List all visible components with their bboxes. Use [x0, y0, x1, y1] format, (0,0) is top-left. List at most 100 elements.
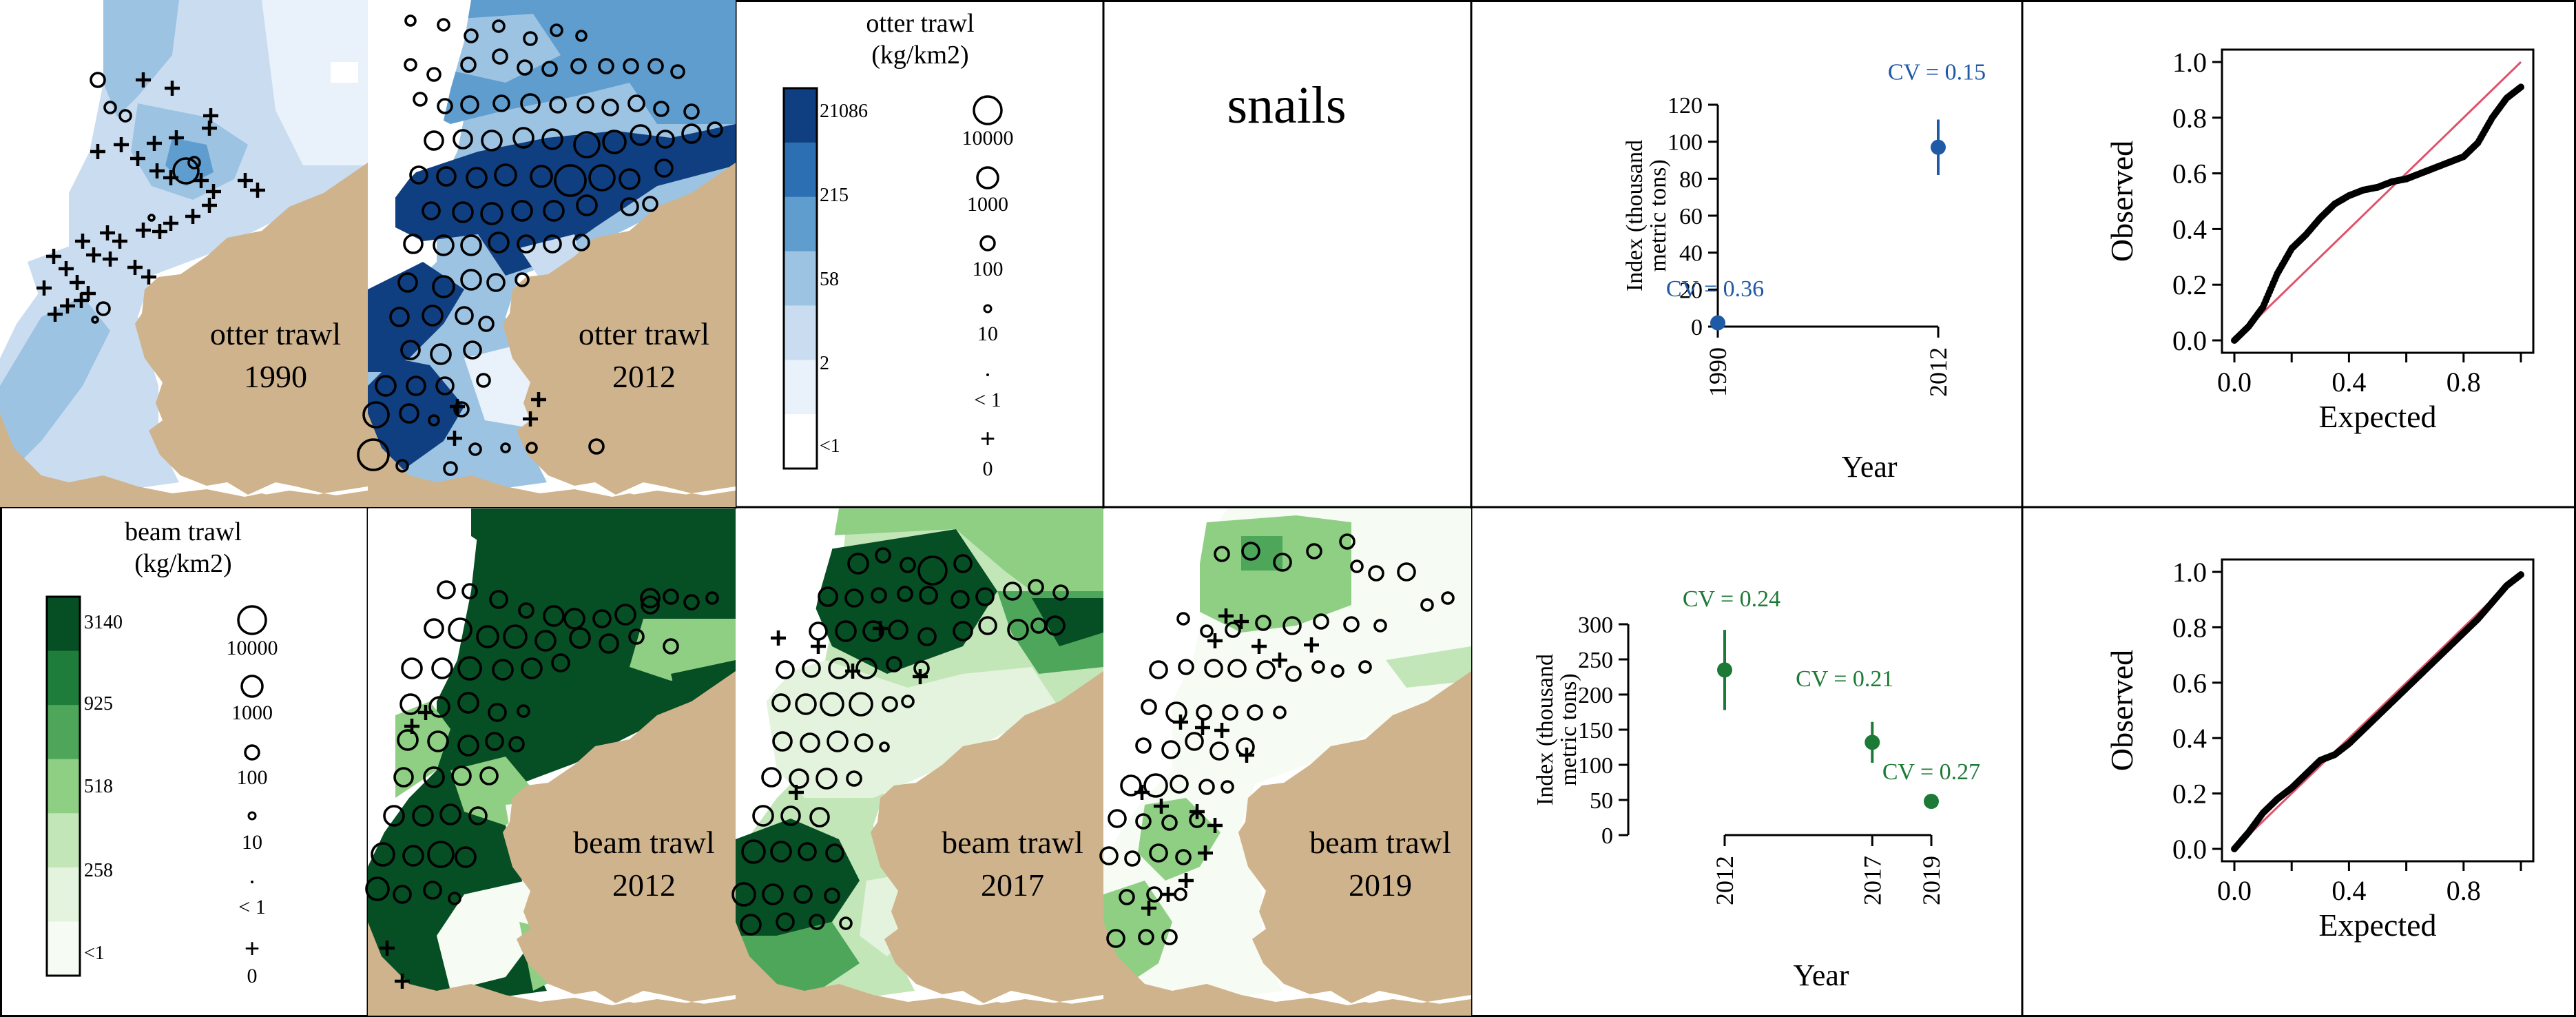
cv-label: CV = 0.36 — [1666, 276, 1764, 302]
legend-otter: otter trawl (kg/km2) 21086 215 58 2 <1 1… — [782, 9, 1014, 480]
map-density-region — [1241, 536, 1282, 571]
station-catch-bubble — [1007, 619, 1029, 641]
station-catch-bubble — [827, 730, 849, 752]
species-title: snails — [1227, 76, 1346, 134]
station-zero-catch — [450, 399, 465, 414]
station-catch-bubble — [422, 201, 441, 220]
station-catch-bubble — [426, 67, 442, 82]
station-zero-catch — [37, 280, 52, 296]
station-catch-bubble — [389, 307, 410, 327]
station-catch-bubble — [846, 770, 862, 787]
map-land — [503, 163, 736, 495]
station-catch-bubble — [530, 165, 553, 188]
station-catch-bubble — [455, 846, 477, 868]
station-catch-bubble — [534, 630, 557, 652]
station-zero-catch — [163, 216, 178, 231]
station-catch-bubble — [476, 373, 491, 388]
station-catch-bubble — [1170, 774, 1189, 794]
station-zero-catch — [1272, 653, 1287, 668]
station-catch-bubble — [461, 583, 478, 599]
station-catch-bubble — [551, 653, 570, 672]
station-catch-bubble — [118, 109, 132, 123]
station-catch-bubble — [647, 58, 664, 74]
map-outside-domain — [368, 508, 471, 729]
station-catch-bubble — [1045, 615, 1066, 636]
station-catch-bubble — [1313, 613, 1329, 630]
map-label-beam-2012: beam trawl — [573, 825, 715, 860]
station-catch-bubble — [460, 56, 477, 73]
station-zero-catch — [1218, 608, 1234, 624]
station-catch-bubble — [818, 586, 838, 607]
station-catch-bubble — [1339, 533, 1355, 550]
station-zero-catch — [404, 719, 419, 734]
station-catch-bubble — [770, 841, 792, 863]
station-catch-bubble — [1161, 740, 1181, 759]
station-catch-bubble — [653, 101, 669, 117]
map-outside-domain — [0, 0, 103, 220]
station-catch-bubble — [849, 692, 873, 717]
station-catch-bubble — [492, 48, 508, 65]
legend-otter-ramp-swatch — [784, 414, 817, 469]
legend-beam-ramp-swatch — [47, 813, 80, 868]
y-tick-label: 60 — [1679, 204, 1703, 229]
station-catch-bubble — [598, 58, 614, 74]
station-catch-bubble — [798, 842, 817, 861]
station-catch-bubble — [1185, 732, 1204, 751]
legend-otter-bubble-label-5: < 1 — [974, 389, 1001, 411]
station-catch-bubble — [424, 130, 444, 151]
station-catch-bubble — [452, 201, 474, 223]
station-catch-bubble — [575, 30, 588, 42]
y-tick-label: 1.0 — [2172, 47, 2207, 78]
station-zero-catch — [1239, 748, 1254, 763]
map-density-region — [630, 619, 736, 681]
station-catch-bubble — [435, 376, 455, 395]
station-zero-catch — [1234, 614, 1249, 629]
map-year-beam-2017: 2017 — [981, 867, 1044, 903]
station-catch-bubble — [503, 624, 528, 649]
y-tick-label: 0.0 — [2172, 834, 2207, 865]
station-catch-bubble — [448, 617, 472, 642]
legend-otter-break-5: <1 — [820, 435, 840, 457]
station-catch-bubble — [875, 547, 891, 564]
station-catch-bubble — [448, 892, 461, 905]
legend-otter-break-1: 21086 — [820, 101, 868, 122]
station-catch-bubble — [541, 128, 563, 150]
legend-otter-ramp-swatch — [784, 196, 817, 252]
y-tick-label: 0.4 — [2172, 214, 2207, 245]
station-catch-bubble — [439, 803, 461, 825]
x-tick-label: 0.8 — [2447, 367, 2481, 398]
reference-line — [2233, 61, 2522, 342]
station-zero-catch — [185, 209, 200, 224]
legend-beam-bubble-label-6: 0 — [247, 965, 258, 987]
legend-beam-bubble-1000 — [240, 675, 264, 698]
station-catch-bubble — [772, 731, 793, 752]
station-zero-catch — [70, 275, 85, 290]
station-zero-catch — [1198, 845, 1213, 861]
legend-otter-bubble-label-4: 10 — [977, 322, 998, 345]
station-catch-bubble — [802, 659, 821, 678]
station-catch-bubble — [839, 916, 853, 930]
station-catch-bubble — [432, 275, 455, 298]
station-catch-bubble — [478, 316, 495, 332]
station-catch-bubble — [601, 99, 619, 116]
station-catch-bubble — [1420, 598, 1434, 612]
map-density-region — [103, 0, 179, 117]
station-catch-bubble — [517, 704, 530, 718]
x-tick-label: 1990 — [1704, 347, 1732, 397]
station-catch-bubble — [1108, 809, 1127, 828]
station-zero-catch — [46, 249, 61, 264]
map-label-beam-2019: beam trawl — [1309, 825, 1451, 860]
y-tick-label: 120 — [1668, 93, 1703, 119]
legend-otter-bubble-1000 — [976, 166, 999, 189]
station-catch-bubble — [847, 553, 869, 575]
station-catch-bubble — [1141, 699, 1157, 715]
station-catch-bubble — [1138, 929, 1154, 945]
legend-otter-ramp-swatch — [784, 360, 817, 415]
station-catch-bubble — [399, 693, 422, 715]
map-density-region — [262, 0, 368, 165]
station-catch-bubble — [400, 340, 421, 360]
qq-point — [2517, 571, 2524, 579]
station-catch-bubble — [494, 163, 517, 187]
station-zero-catch — [127, 260, 143, 275]
station-catch-bubble — [897, 586, 913, 602]
